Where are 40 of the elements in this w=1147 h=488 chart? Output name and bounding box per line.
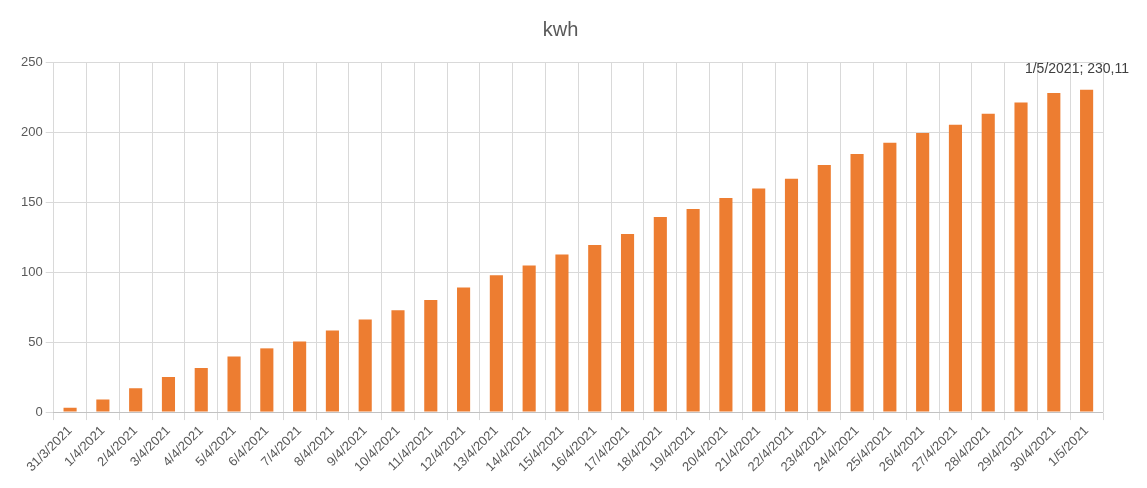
bar [1080,89,1094,412]
bar [555,254,569,412]
bar [719,198,733,412]
bar [293,341,307,412]
bar [489,275,503,412]
bar [325,330,339,412]
bar [948,124,962,412]
bar [96,399,110,412]
bar [391,310,405,412]
bar [981,113,995,412]
bar [588,245,602,412]
bar [194,367,208,412]
bar [424,300,438,412]
bar [522,265,536,412]
bar [620,233,635,412]
bar [883,142,897,412]
bar [752,188,766,412]
bar [260,348,274,412]
data-label: 1/5/2021; 230,11 [1024,59,1130,76]
bar [817,165,831,412]
bar [686,209,700,412]
bar [129,388,143,412]
bar [63,407,77,412]
y-tick-label: 250 [20,53,43,69]
bar [457,287,471,412]
bar [227,356,241,412]
bar [916,133,930,412]
bar [161,377,176,412]
bar [653,217,667,412]
bar [784,178,799,412]
y-tick-label: 0 [35,403,43,419]
y-tick-label: 50 [28,333,43,349]
y-tick-label: 100 [20,263,43,279]
chart-title: kwh [542,17,579,40]
y-tick-label: 150 [20,193,43,209]
bar [850,154,864,412]
y-tick-label: 200 [20,123,43,139]
bar [1047,92,1061,412]
bar [1014,102,1028,412]
bar [358,319,372,412]
